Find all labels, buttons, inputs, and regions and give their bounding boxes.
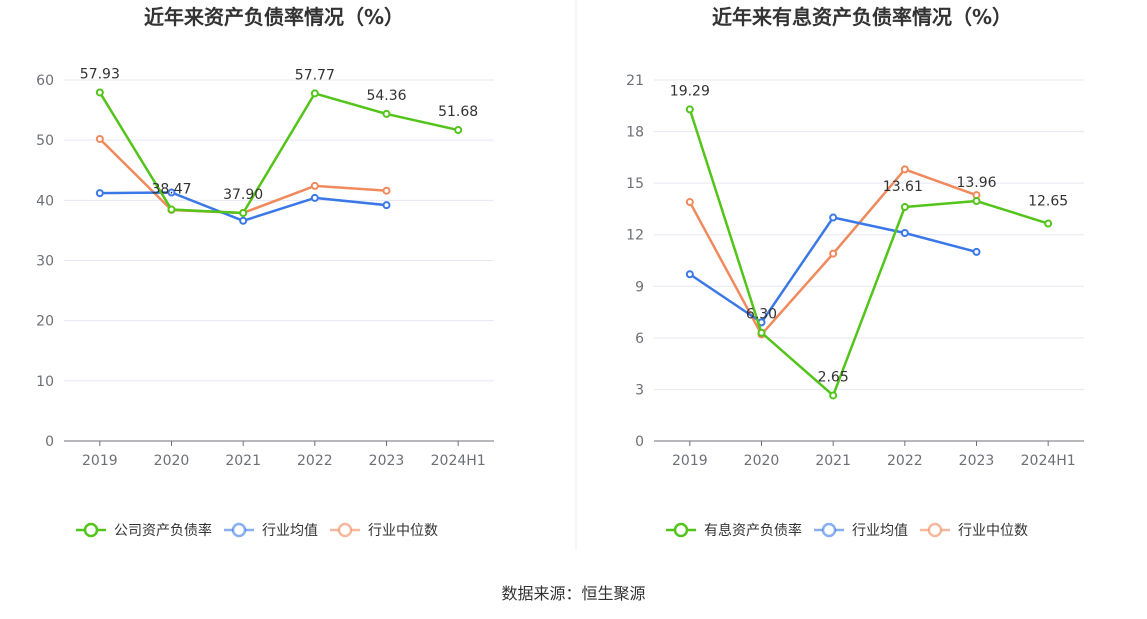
data-point xyxy=(310,89,319,98)
data-point xyxy=(95,189,104,198)
y-tick-label: 30 xyxy=(36,254,54,270)
data-point xyxy=(167,188,176,197)
legend-label: 行业均值 xyxy=(852,523,908,539)
data-label: 12.65 xyxy=(1028,194,1068,210)
x-tick-label: 2020 xyxy=(744,453,780,469)
chart-panel-1: 近年来资产负债率情况（%） 0 10 20 30 40 50 60 2019 2020 2021 20… xyxy=(36,5,494,539)
data-point xyxy=(310,181,319,190)
legend-marker xyxy=(231,522,247,538)
legend-item: 有息资产负债率 xyxy=(666,522,802,539)
x-tick-label: 2020 xyxy=(154,453,190,469)
legend-marker xyxy=(83,522,99,538)
data-label: 37.90 xyxy=(223,187,263,203)
y-tick-label: 3 xyxy=(635,382,644,398)
y-tick-label: 40 xyxy=(36,193,54,209)
data-label: 51.68 xyxy=(438,104,478,120)
data-point xyxy=(829,391,838,400)
y-tick-label: 50 xyxy=(36,133,54,149)
legend-item: 行业中位数 xyxy=(330,522,438,539)
data-point xyxy=(900,203,909,212)
legend-marker xyxy=(337,522,353,538)
legend-label: 行业中位数 xyxy=(368,523,438,539)
series-line xyxy=(688,109,1049,397)
x-tick-label: 2021 xyxy=(815,453,851,469)
data-point xyxy=(685,270,694,279)
data-point xyxy=(382,186,391,195)
legend-marker xyxy=(673,522,689,538)
y-tick-label: 15 xyxy=(626,176,644,192)
x-tick-label: 2019 xyxy=(672,453,708,469)
y-tick-label: 10 xyxy=(36,374,54,390)
data-point xyxy=(239,208,248,217)
y-tick-label: 60 xyxy=(36,73,54,89)
y-tick-label: 18 xyxy=(626,125,644,141)
y-tick-label: 21 xyxy=(626,73,644,89)
data-point xyxy=(239,216,248,225)
data-point xyxy=(757,328,766,337)
x-tick-label: 2024H1 xyxy=(431,453,486,469)
series-line xyxy=(689,216,977,324)
data-point xyxy=(167,205,176,214)
x-tick-label: 2023 xyxy=(369,453,405,469)
data-label: 13.96 xyxy=(956,175,996,191)
data-point xyxy=(95,134,104,143)
legend-label: 行业均值 xyxy=(262,523,318,539)
x-tick-label: 2023 xyxy=(959,453,995,469)
data-label: 6.30 xyxy=(746,307,777,323)
y-tick-label: 0 xyxy=(635,434,644,450)
data-point xyxy=(829,213,838,222)
data-label: 57.93 xyxy=(80,66,120,82)
data-point xyxy=(829,249,838,258)
data-label: 57.77 xyxy=(295,67,335,83)
legend-label: 公司资产负债率 xyxy=(114,522,212,539)
data-point xyxy=(900,165,909,174)
chart-title: 近年来资产负债率情况（%） xyxy=(144,5,404,29)
data-label: 2.65 xyxy=(818,369,849,385)
data-point xyxy=(382,109,391,118)
x-tick-label: 2022 xyxy=(887,453,923,469)
legend-marker xyxy=(821,522,837,538)
legend-item: 公司资产负债率 xyxy=(76,522,212,539)
data-point xyxy=(95,88,104,97)
data-point xyxy=(685,105,694,114)
y-tick-label: 0 xyxy=(45,434,54,450)
data-source-note: 数据来源：恒生聚源 xyxy=(501,584,646,603)
y-tick-label: 20 xyxy=(36,314,54,330)
data-label: 54.36 xyxy=(366,88,406,104)
y-tick-label: 9 xyxy=(635,279,644,295)
data-point xyxy=(972,197,981,206)
data-point xyxy=(900,228,909,237)
y-tick-label: 12 xyxy=(626,228,644,244)
x-tick-label: 2022 xyxy=(297,453,333,469)
x-tick-label: 2024H1 xyxy=(1021,453,1076,469)
data-label: 38.47 xyxy=(151,182,191,198)
series-line xyxy=(98,91,459,215)
chart-panel-2: 近年来有息资产负债率情况（%） 0 3 6 9 12 15 18 21 2019 2020 2021 2… xyxy=(626,5,1084,539)
legend-item: 行业均值 xyxy=(224,522,318,539)
legend-label: 有息资产负债率 xyxy=(704,522,802,539)
x-tick-label: 2021 xyxy=(225,453,261,469)
data-point xyxy=(1044,219,1053,228)
legend-label: 行业中位数 xyxy=(958,523,1028,539)
chart-title: 近年来有息资产负债率情况（%） xyxy=(712,5,1012,29)
data-point xyxy=(685,198,694,207)
data-point xyxy=(454,126,463,135)
legend-marker xyxy=(927,522,943,538)
x-tick-label: 2019 xyxy=(82,453,118,469)
data-label: 13.61 xyxy=(883,179,923,195)
legend-item: 行业均值 xyxy=(814,522,908,539)
data-point xyxy=(972,247,981,256)
data-point xyxy=(382,201,391,210)
data-point xyxy=(310,193,319,202)
y-tick-label: 6 xyxy=(635,331,644,347)
data-label: 19.29 xyxy=(670,83,710,99)
legend-item: 行业中位数 xyxy=(920,522,1028,539)
